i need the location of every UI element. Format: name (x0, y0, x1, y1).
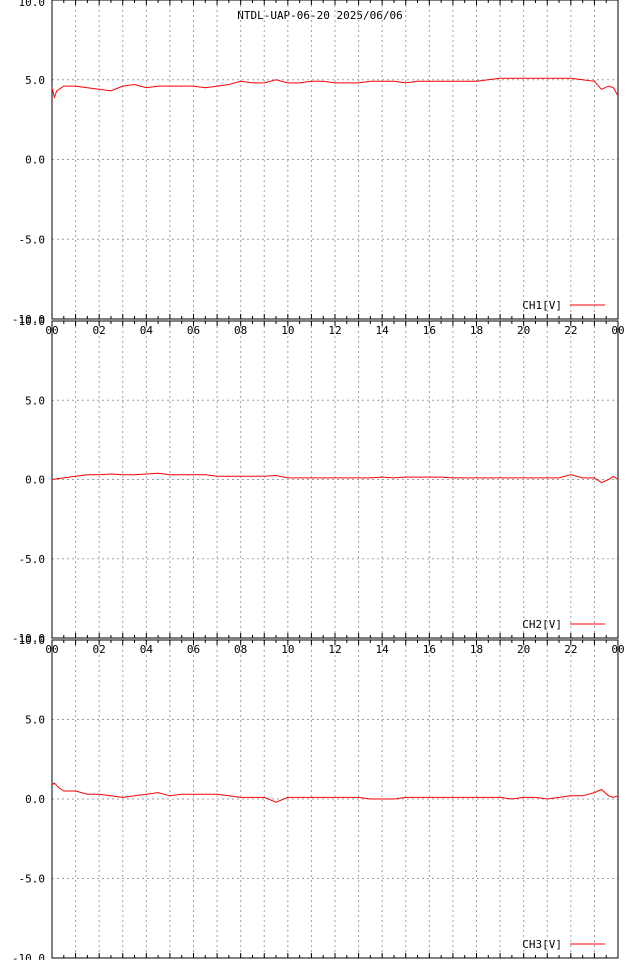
panel1-ytick-label: 0.0 (25, 154, 45, 167)
panel2-xtick-label: 20 (517, 643, 530, 656)
panel2-ytick-label: -10.0 (12, 632, 45, 645)
panel1-ytick-label: -10.0 (12, 313, 45, 326)
panel1-xtick-label: 02 (93, 324, 106, 337)
panel2-xtick-label: 16 (423, 643, 436, 656)
panel1-xtick-label: 22 (564, 324, 577, 337)
panel1-xtick-label: 12 (328, 324, 341, 337)
panel3-ytick-label: 5.0 (25, 714, 45, 727)
panel2-xtick-label: 14 (376, 643, 390, 656)
panel1-series-line (51, 77, 619, 100)
panel3-ytick-label: -10.0 (12, 952, 45, 960)
panel2-ytick-label: 0.0 (25, 474, 45, 487)
panel1-xtick-label: 04 (140, 324, 154, 337)
panel2-ytick-label: 10.0 (19, 315, 46, 328)
panel1-xtick-label: 06 (187, 324, 200, 337)
panel2-xtick-label: 02 (93, 643, 106, 656)
panel3-series-line (51, 782, 619, 803)
panel2-xtick-label: 22 (564, 643, 577, 656)
panel1-xtick-label: 16 (423, 324, 436, 337)
panel3-legend-label: CH3[V] (522, 938, 562, 951)
panel1-ytick-label: 5.0 (25, 74, 45, 87)
chart-title: NTDL-UAP-06-20 2025/06/06 (237, 9, 403, 22)
panel2-ytick-label: 5.0 (25, 394, 45, 407)
panel1-ytick-label: -5.0 (19, 233, 46, 246)
panel1-xtick-label: 20 (517, 324, 530, 337)
panel1-xtick-label: 14 (376, 324, 390, 337)
panel1-xtick-label: 10 (281, 324, 294, 337)
panel2-ytick-label: -5.0 (19, 553, 46, 566)
panel3-ytick-label: 0.0 (25, 793, 45, 806)
panel2-xtick-label: 10 (281, 643, 294, 656)
panel2-series-line (51, 472, 619, 484)
panel1-xtick-label: 08 (234, 324, 247, 337)
panel2-xtick-label: 12 (328, 643, 341, 656)
panel2-xtick-label: 18 (470, 643, 483, 656)
panel2-xtick-label: 08 (234, 643, 247, 656)
panel1-ytick-label: 10.0 (19, 0, 46, 9)
panel2-xtick-label: 04 (140, 643, 154, 656)
panel2-legend-label: CH2[V] (522, 618, 562, 631)
panel1-xtick-label: 18 (470, 324, 483, 337)
panel3-ytick-label: -5.0 (19, 873, 46, 886)
panel3-ytick-label: 10.0 (19, 634, 46, 647)
panel2-xtick-label: 06 (187, 643, 200, 656)
panel1-legend-label: CH1[V] (522, 299, 562, 312)
